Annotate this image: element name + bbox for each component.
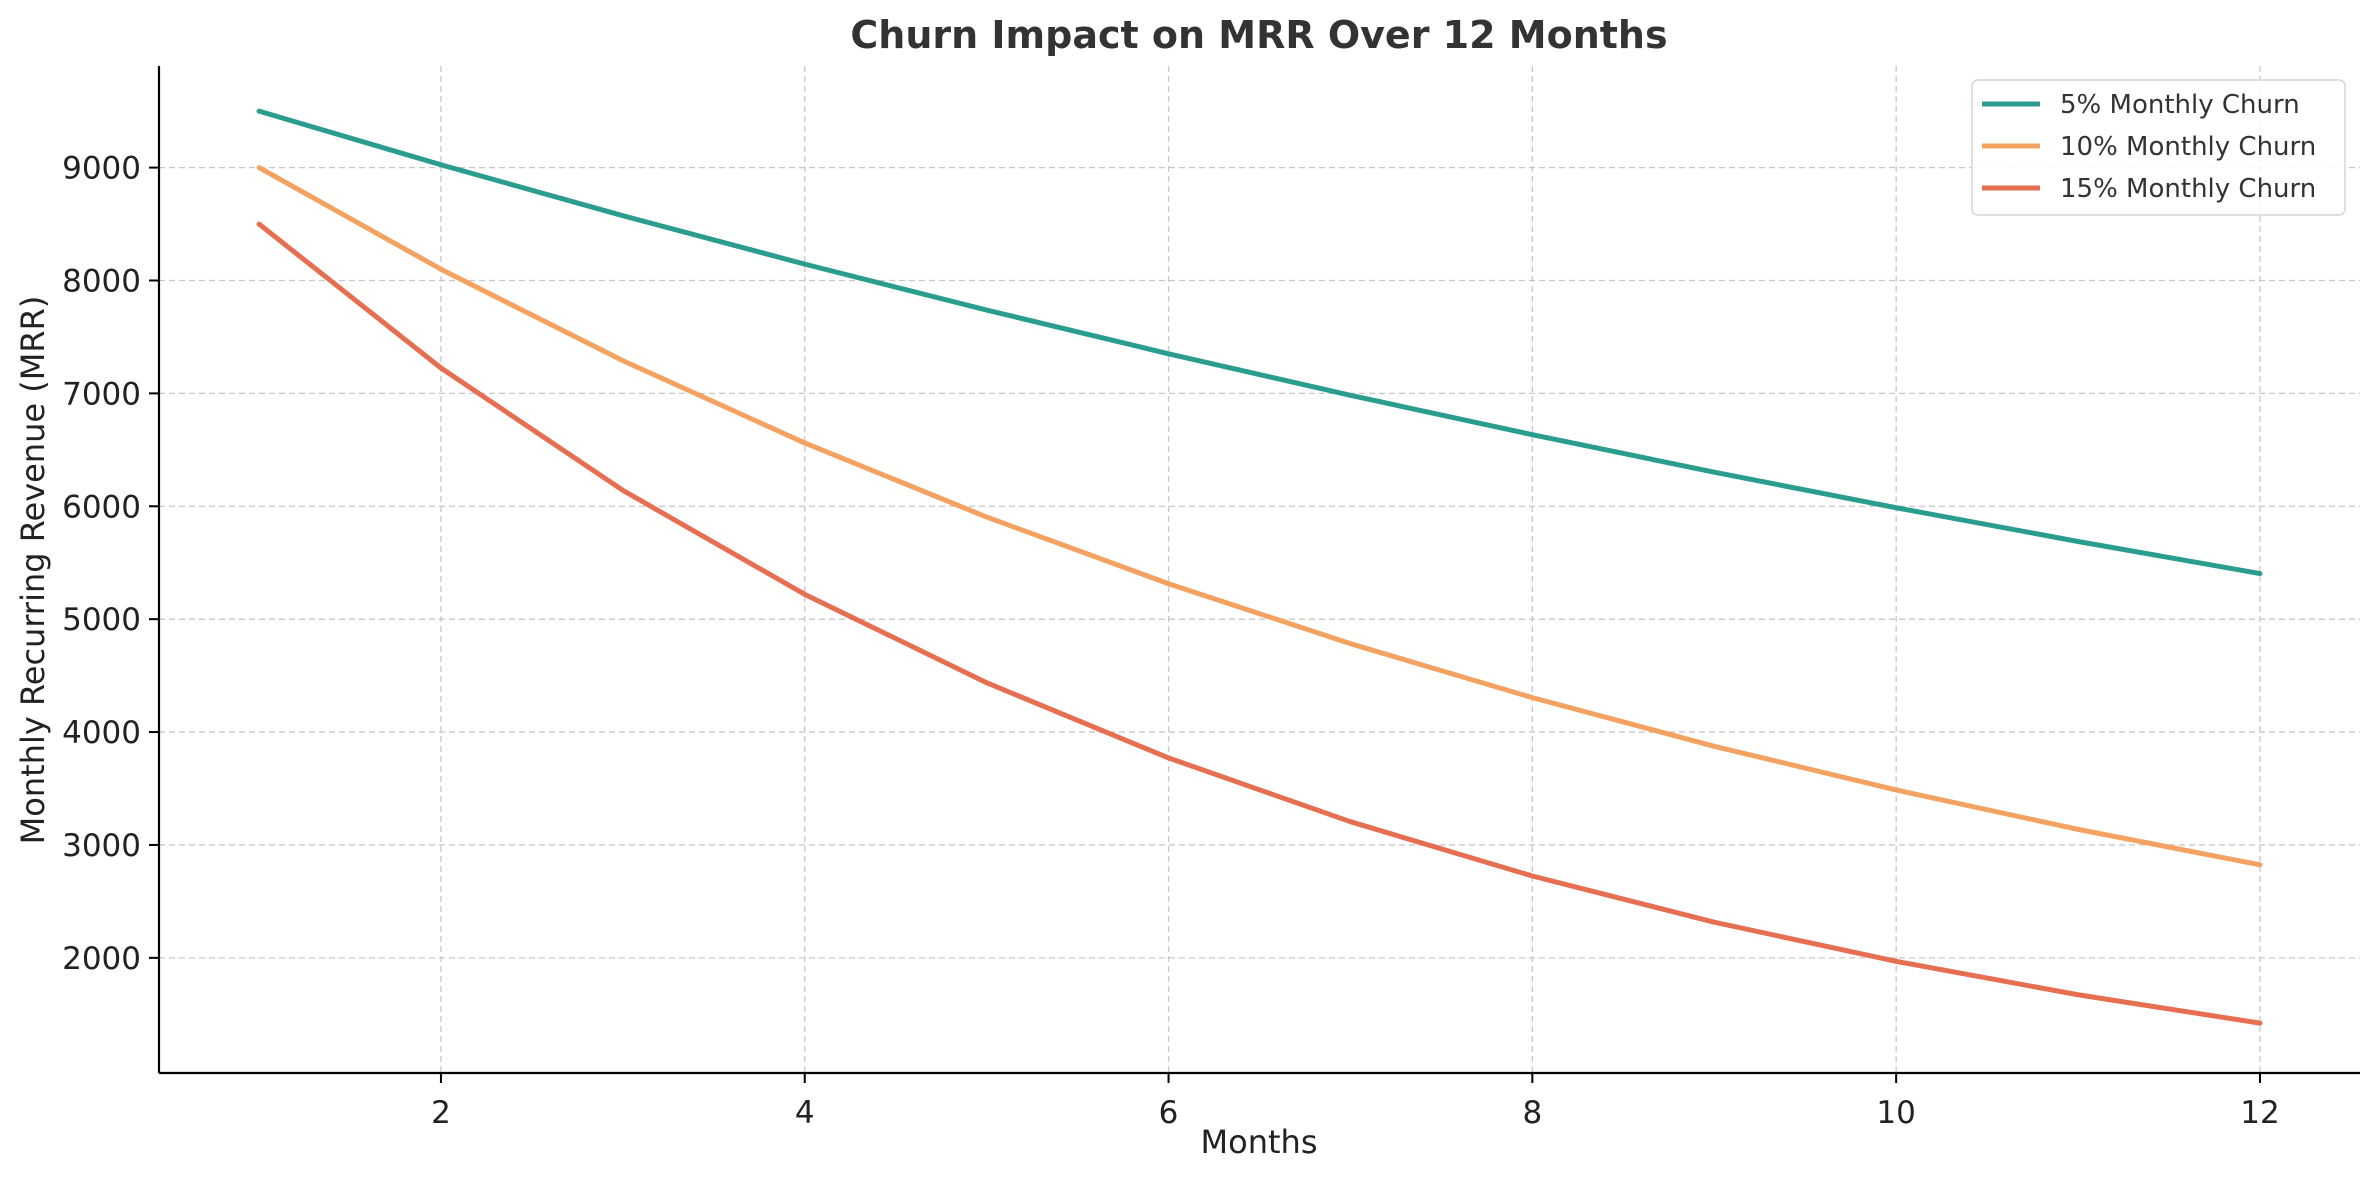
y-tick-label: 7000 <box>62 376 141 412</box>
y-tick-label: 5000 <box>62 602 141 638</box>
y-axis-label: Monthly Recurring Revenue (MRR) <box>14 296 52 845</box>
y-tick-label: 4000 <box>62 715 141 751</box>
y-tick-label: 2000 <box>62 941 141 977</box>
series-lines <box>256 108 2263 1026</box>
x-tick-label: 4 <box>795 1095 815 1131</box>
x-tick-label: 6 <box>1159 1095 1179 1131</box>
y-tick-label: 9000 <box>62 151 141 187</box>
x-tick-label: 12 <box>2240 1095 2279 1131</box>
x-tick-label: 8 <box>1522 1095 1542 1131</box>
legend: 5% Monthly Churn 10% Monthly Churn 15% Mon… <box>1971 79 2346 216</box>
series-line-2 <box>256 165 2263 868</box>
y-tick-label: 8000 <box>62 263 141 299</box>
x-tick-label: 2 <box>431 1095 451 1131</box>
chart-title: Churn Impact on MRR Over 12 Months <box>850 13 1667 57</box>
y-tick-label: 3000 <box>62 828 141 864</box>
legend-box <box>1971 79 2346 216</box>
x-axis-label: Months <box>1201 1123 1318 1161</box>
legend-label-3: 15% Monthly Churn <box>2060 174 2316 204</box>
tick-labels: 2 4 6 8 10 12 2000 3000 4000 5000 6000 7000 8000 9000 <box>62 151 2280 1131</box>
axes <box>149 66 2360 1083</box>
y-tick-label: 6000 <box>62 489 141 525</box>
grid-lines <box>159 66 2360 1073</box>
series-line-3 <box>256 221 2263 1026</box>
legend-label-2: 10% Monthly Churn <box>2060 132 2316 162</box>
x-tick-label: 10 <box>1876 1095 1915 1131</box>
legend-label-1: 5% Monthly Churn <box>2060 90 2300 120</box>
series-line-1 <box>256 108 2263 577</box>
